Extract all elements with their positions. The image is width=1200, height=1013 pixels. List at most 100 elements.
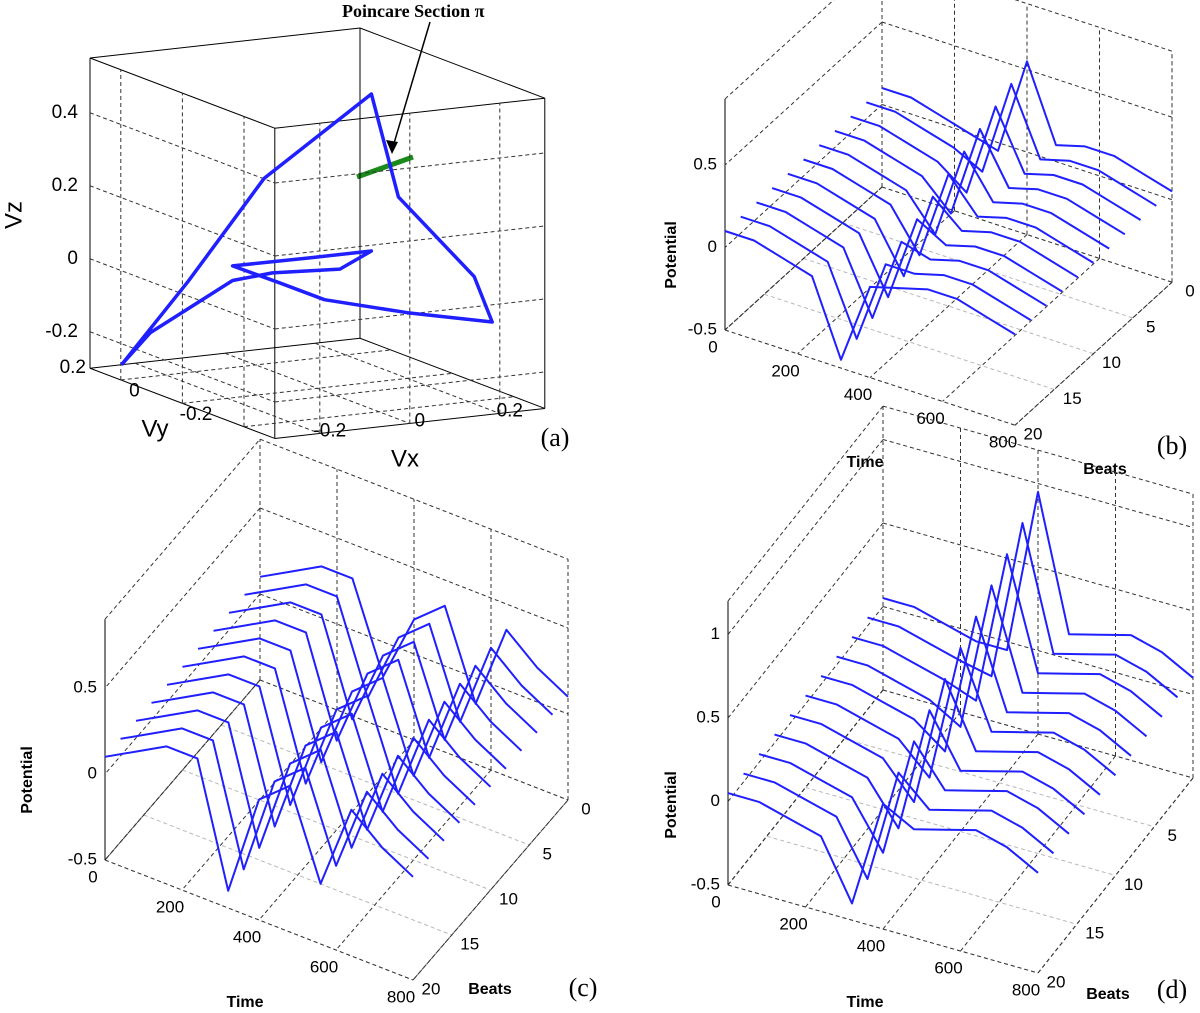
y-tick-label: -0.5 (691, 874, 720, 893)
y-tick-label: 0.5 (696, 707, 720, 726)
grid-line (724, 186, 883, 331)
trace-line (743, 771, 1055, 880)
y-axis-label: Potential (19, 746, 36, 814)
trace-line (789, 678, 1101, 804)
trace-line (805, 646, 1117, 779)
z-tick-label: 20 (1047, 972, 1066, 991)
grid-line (259, 679, 569, 801)
z-tick-label: 10 (1124, 875, 1143, 894)
x-tick-label: 400 (233, 927, 261, 946)
z-axis-label: Beats (1083, 461, 1127, 478)
trace-line (120, 727, 430, 871)
trace-line (882, 490, 1194, 679)
attractor-line (120, 92, 494, 366)
box-edge (727, 405, 884, 602)
grid-line (797, 210, 955, 355)
z-tick-label: 0 (581, 799, 590, 818)
grid-line (724, 21, 883, 166)
z-tick-label: 5 (1146, 317, 1155, 336)
grid-line (120, 349, 391, 381)
x-tick-label: 200 (156, 897, 184, 916)
trace-line (836, 584, 1148, 738)
grid-line (104, 679, 261, 861)
grid-line (259, 507, 569, 629)
z-tick-label: 10 (1102, 353, 1121, 372)
x-tick-label: 0 (708, 337, 717, 356)
x-tick-label: 0.2 (497, 400, 523, 421)
z-tick-label: 20 (422, 979, 441, 998)
x-axis-label: Vx (391, 445, 419, 472)
box-edge (104, 859, 414, 981)
grid-line (182, 372, 453, 404)
z-axis-label: Vz (0, 201, 27, 229)
trace-line (756, 201, 1047, 319)
box-edge (412, 799, 569, 981)
z-tick-label: 5 (543, 844, 552, 863)
y-axis-label: Potential (663, 221, 680, 289)
grid-line (882, 439, 1194, 528)
trace-line (787, 172, 1079, 279)
x-axis-label: Time (846, 994, 883, 1011)
grid-line (258, 739, 415, 921)
grid-line (182, 769, 491, 891)
grid-line (869, 234, 1028, 378)
x-tick-label: 0 (711, 892, 720, 911)
z-tick-label: 0 (1185, 282, 1194, 301)
box-edge (1014, 0, 1173, 52)
y-axis-label: Potential (663, 771, 680, 839)
y-tick-label: -0.5 (688, 319, 717, 338)
trace-line (881, 60, 1173, 193)
z-tick-label: 15 (460, 934, 479, 953)
trace-line (850, 105, 1142, 221)
grid-line (89, 258, 275, 330)
x-tick-label: 400 (844, 385, 872, 404)
grid-line (104, 507, 261, 689)
poincare-section (356, 154, 414, 180)
grid-line (803, 258, 1094, 355)
x-tick-label: 200 (771, 361, 799, 380)
y-tick-label: -0.5 (68, 849, 97, 868)
x-tick-label: 200 (779, 914, 807, 933)
grid-line (727, 439, 884, 635)
y-tick-label: 0 (88, 763, 97, 782)
z-tick-label: 10 (499, 889, 518, 908)
x-tick-label: 0 (415, 410, 426, 431)
panel-label: (b) (1157, 431, 1187, 460)
annotation: Poincare Section π (342, 1, 485, 21)
z-tick-label: 0.2 (52, 175, 78, 196)
x-tick-label: -0.2 (313, 420, 346, 441)
trace-line (228, 601, 538, 741)
grid-line (104, 859, 414, 981)
trace-line (259, 565, 569, 705)
z-tick-label: 0 (67, 248, 78, 269)
y-tick-label: 0.5 (73, 677, 97, 696)
z-tick-label: 20 (1024, 425, 1043, 444)
panel-label: (a) (541, 423, 570, 452)
z-tick-label: 0.4 (52, 102, 79, 123)
arrow-head (386, 140, 398, 154)
grid-line (724, 104, 883, 248)
trace-line (803, 158, 1095, 264)
grid-line (882, 606, 1194, 695)
trace-line (151, 691, 461, 831)
grid-line (104, 593, 261, 775)
z-axis-label: Beats (1086, 986, 1130, 1003)
x-tick-label: 400 (857, 936, 885, 955)
panel-label: (c) (569, 973, 598, 1002)
box-edge (359, 27, 545, 99)
trace-line (818, 144, 1110, 250)
x-tick-label: 600 (934, 958, 962, 977)
grid-line (805, 787, 1116, 876)
trace-line (104, 745, 414, 892)
box-edge (259, 438, 569, 560)
trace-line (213, 619, 523, 759)
grid-line (727, 884, 1039, 974)
box-edge (104, 438, 261, 620)
x-tick-label: 800 (387, 987, 415, 1006)
box-edge (104, 679, 261, 861)
x-tick-label: 600 (916, 409, 944, 428)
z-tick-label: -0.2 (45, 321, 78, 342)
z-axis-label: Beats (468, 981, 512, 998)
